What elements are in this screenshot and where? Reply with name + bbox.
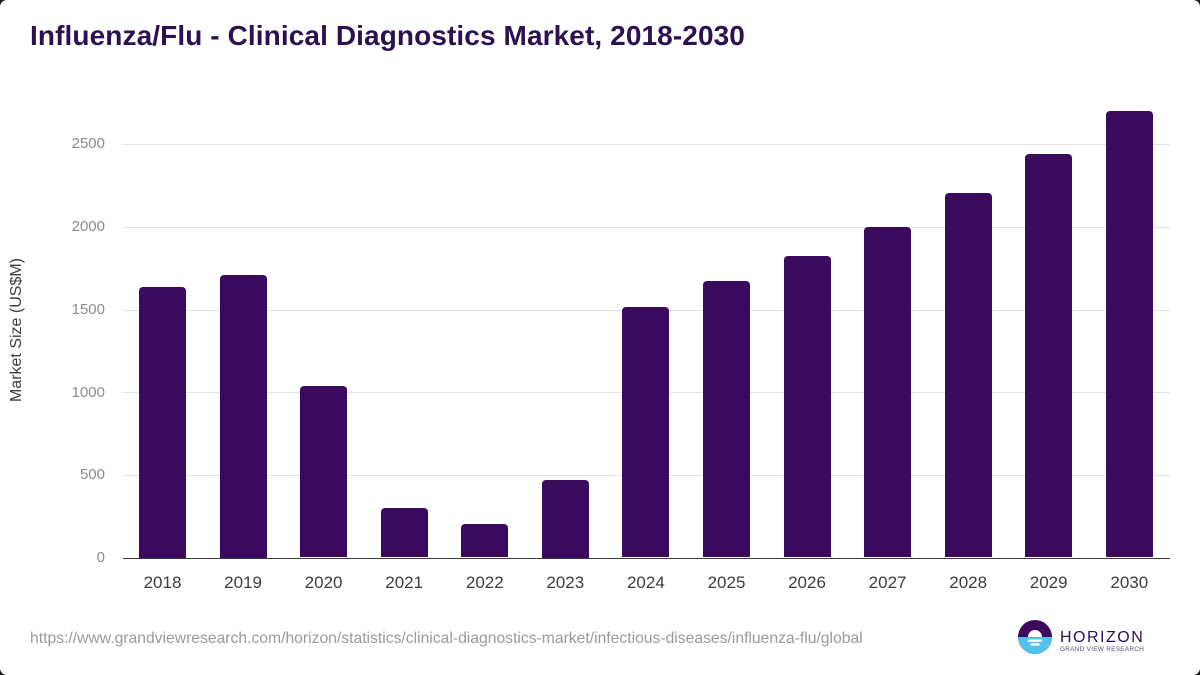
svg-text:HORIZON: HORIZON	[1060, 629, 1144, 646]
svg-text:GRAND VIEW RESEARCH: GRAND VIEW RESEARCH	[1060, 646, 1144, 653]
